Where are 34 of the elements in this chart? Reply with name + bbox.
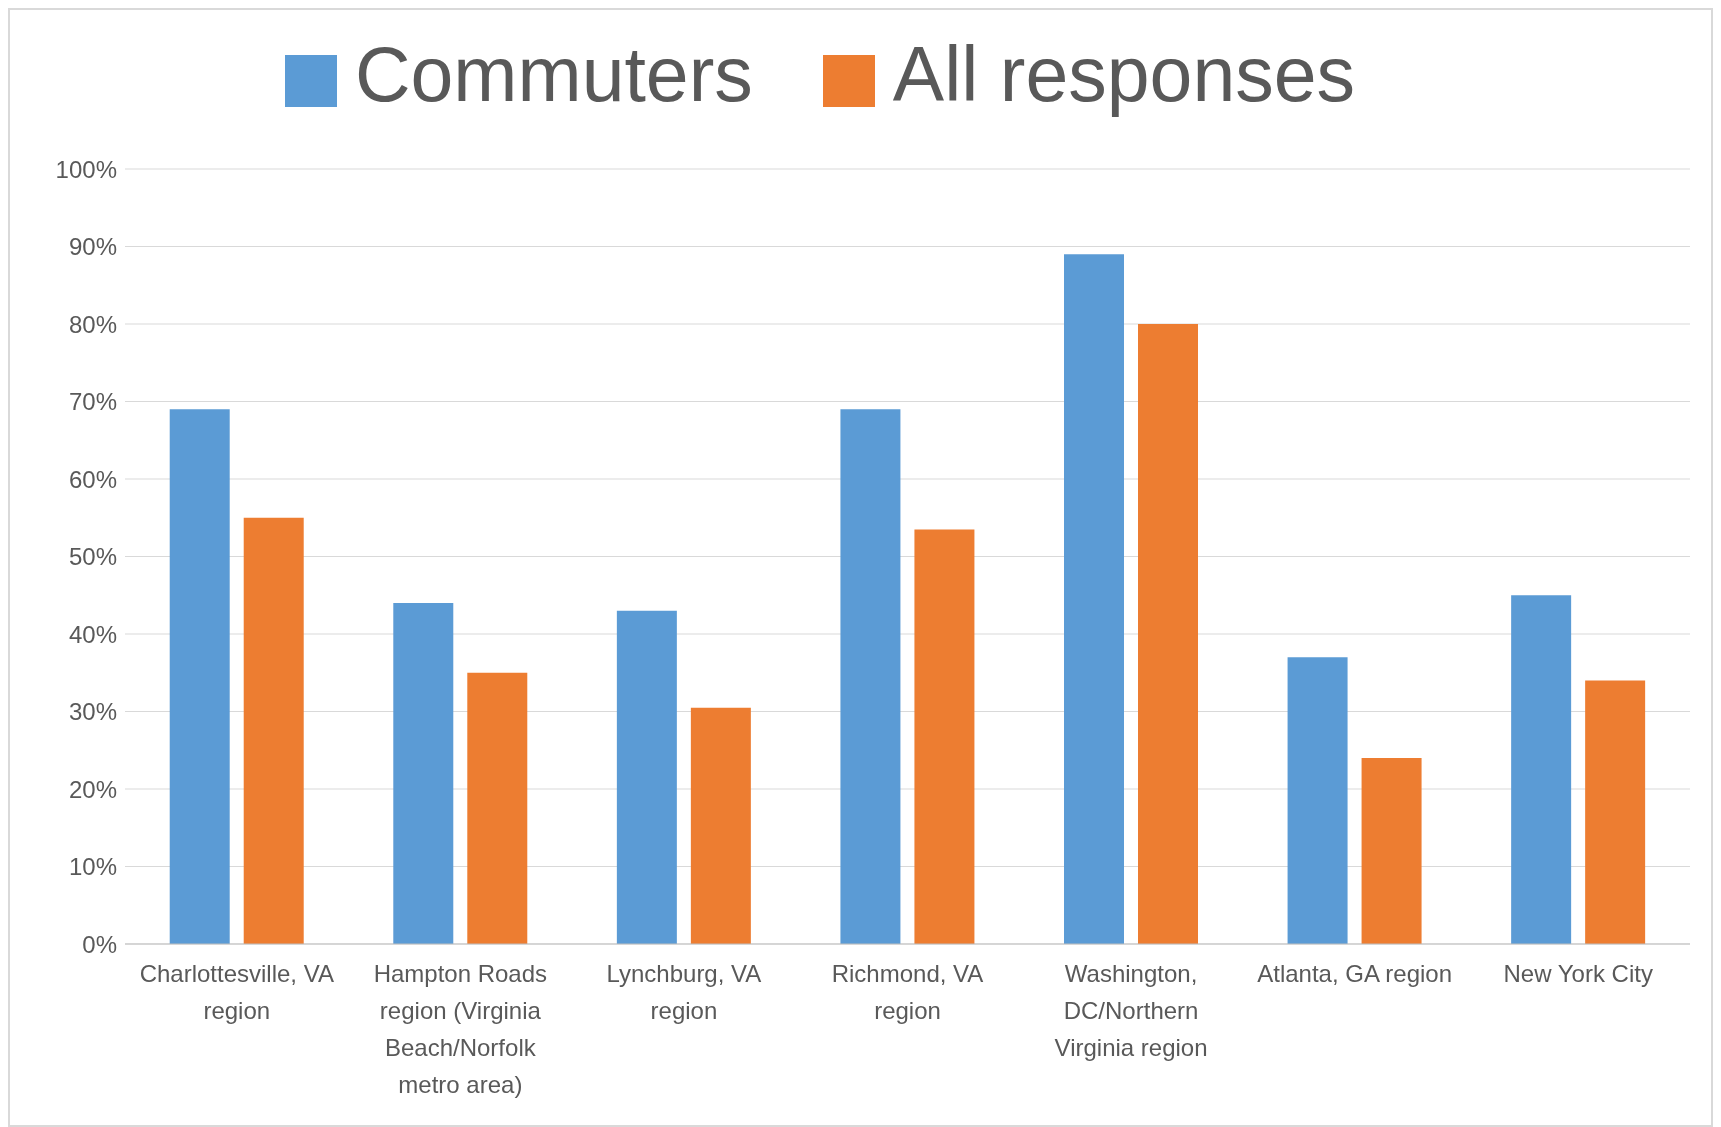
- y-tick-label: 40%: [68, 620, 117, 648]
- bar: [1064, 254, 1124, 944]
- bar: [840, 409, 901, 944]
- x-tick-label: New York City: [1503, 960, 1653, 987]
- bar: [1585, 680, 1646, 944]
- x-tick-label: Washington, DC/Northern Virginia region: [1054, 960, 1208, 1061]
- y-tick-label: 70%: [68, 388, 117, 416]
- y-tick-label: 100%: [55, 155, 117, 183]
- bar: [393, 603, 454, 944]
- x-tick-label: Atlanta, GA region: [1257, 960, 1453, 987]
- x-tick-label: Lynchburg, VA region: [606, 960, 762, 1024]
- y-tick-label: 90%: [68, 233, 117, 261]
- x-tick-label: Richmond, VA region: [831, 960, 984, 1024]
- y-tick-label: 20%: [68, 775, 117, 803]
- y-tick-label: 10%: [68, 853, 117, 881]
- bar: [616, 610, 677, 944]
- legend-label: Commuters: [354, 31, 753, 117]
- y-tick-label: 60%: [68, 465, 117, 493]
- legend-label: All responses: [892, 31, 1356, 117]
- y-tick-label: 0%: [82, 930, 117, 958]
- bar: [1138, 324, 1198, 944]
- bar: [690, 707, 751, 944]
- y-tick-label: 30%: [68, 698, 117, 726]
- bar: [169, 409, 230, 944]
- x-tick-label: Hampton Roads region (Virginia Beach/Norfolk metro area): [373, 960, 548, 1098]
- bar: [467, 672, 528, 944]
- y-tick-label: 50%: [68, 543, 117, 571]
- bar: [1361, 758, 1422, 944]
- y-tick-label: 80%: [68, 310, 117, 338]
- x-tick-label: Charlottesville, VA region: [139, 960, 334, 1024]
- bar: [914, 529, 975, 944]
- bar: [1287, 657, 1348, 944]
- bar: [243, 517, 304, 944]
- bar: [1511, 595, 1572, 944]
